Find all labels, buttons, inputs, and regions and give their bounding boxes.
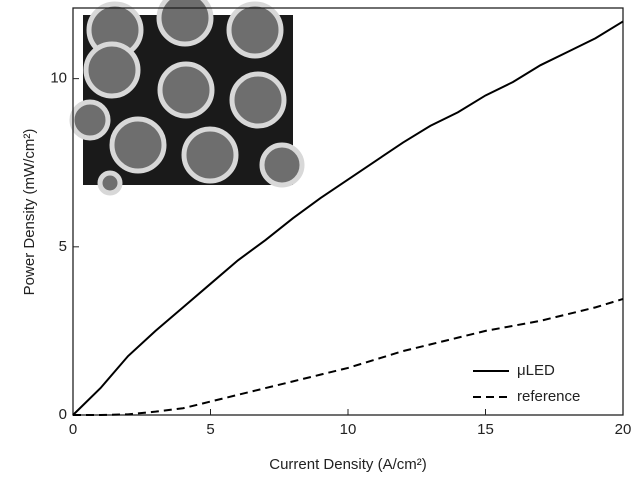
x-tick-label: 15 bbox=[477, 421, 494, 438]
legend-label: reference bbox=[517, 388, 580, 405]
chart: Current Density (A/cm²) Power Density (m… bbox=[0, 0, 644, 479]
y-tick-label: 5 bbox=[59, 238, 67, 255]
y-tick-label: 0 bbox=[59, 406, 67, 423]
x-tick-label: 5 bbox=[206, 421, 214, 438]
x-tick-label: 10 bbox=[340, 421, 357, 438]
y-axis-label: Power Density (mW/cm²) bbox=[21, 129, 38, 296]
legend-label: μLED bbox=[517, 362, 555, 379]
x-tick-label: 0 bbox=[69, 421, 77, 438]
y-tick-label: 10 bbox=[50, 70, 67, 87]
inset-image bbox=[72, 0, 302, 193]
x-tick-label: 20 bbox=[615, 421, 632, 438]
x-axis-label: Current Density (A/cm²) bbox=[269, 456, 427, 473]
